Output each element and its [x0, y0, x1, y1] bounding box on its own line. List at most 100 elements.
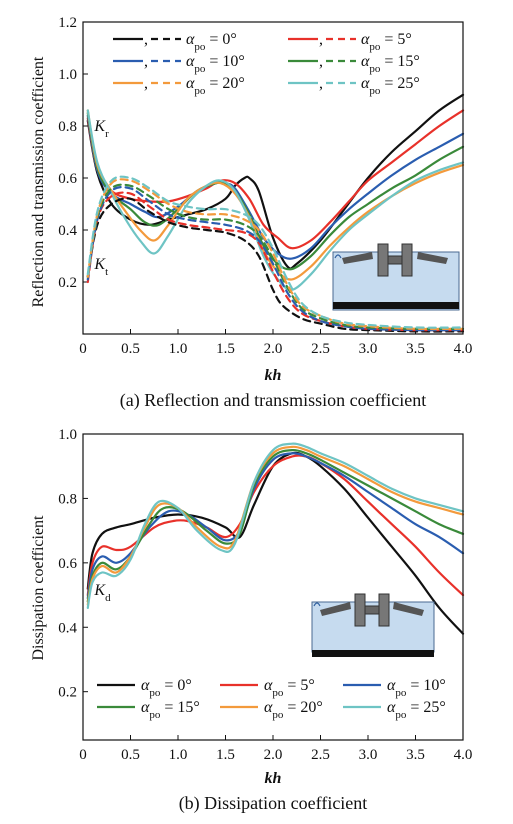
- ylabel-b: Dissipation coefficient: [30, 515, 47, 661]
- legend-entry: αpo = 25°: [361, 75, 420, 97]
- legend-entry: αpo = 15°: [361, 53, 420, 75]
- annotation-kr-subscript: r: [105, 128, 109, 140]
- legend-entry-subscript: po: [194, 63, 206, 75]
- legend-entry: αpo = 10°: [387, 677, 446, 699]
- legend-entry-subscript: po: [149, 687, 161, 699]
- annotation-kd-symbol: K: [93, 582, 106, 599]
- legend-entry-value: = 0°: [205, 31, 236, 48]
- x-tick-label: 1.0: [169, 747, 188, 763]
- legend-entry-subscript: po: [369, 85, 381, 97]
- legend-entry-symbol: α: [361, 75, 370, 92]
- legend-entry: αpo = 15°: [141, 699, 200, 721]
- legend-entry-subscript: po: [194, 41, 206, 53]
- y-tick-label: 0.6: [58, 171, 77, 187]
- annotation-kt-subscript: t: [105, 266, 108, 278]
- x-tick-label: 0: [79, 747, 87, 763]
- series-group-a: [86, 93, 465, 333]
- legend-entry-subscript: po: [369, 41, 381, 53]
- x-tick-label: 4.0: [454, 747, 473, 763]
- legend-entry: αpo = 5°: [361, 31, 412, 53]
- x-tick-label: 0.5: [121, 341, 140, 357]
- annotation-kd: Kd: [93, 582, 111, 604]
- legend-entry-subscript: po: [395, 687, 407, 699]
- annotation-kr: Kr: [93, 118, 109, 140]
- legend-separator: ,: [144, 31, 148, 48]
- caption-a: (a) Reflection and transmission coeffici…: [120, 390, 427, 411]
- legend-entry-subscript: po: [272, 709, 284, 721]
- legend-entry: αpo = 20°: [186, 75, 245, 97]
- x-tick-label: 1.0: [169, 341, 188, 357]
- plot-frame-a: [82, 21, 464, 335]
- x-tick-label: 4.0: [454, 341, 473, 357]
- legend-entry-value: = 20°: [283, 699, 322, 716]
- legend-separator: ,: [144, 53, 148, 70]
- x-tick-label: 2.5: [311, 747, 330, 763]
- legend-separator: ,: [319, 75, 323, 92]
- y-tick-label: 0.4: [58, 620, 77, 636]
- legend-entry: αpo = 0°: [141, 677, 192, 699]
- legend-entry-value: = 20°: [205, 75, 244, 92]
- legend-entry-symbol: α: [186, 53, 195, 70]
- y-tick-label: 1.2: [58, 15, 77, 31]
- y-tick-label: 0.2: [58, 685, 77, 701]
- x-tick-label: 1.5: [216, 747, 235, 763]
- panel-reflection-transmission: 0 0.5 1.0 1.5 2.0 2.5 3.0 3.5 4.0 0.2 0.4 0.6 0.8 1.0…: [30, 15, 472, 411]
- plot-frame-b: [82, 433, 464, 741]
- y-tick-label: 0.8: [58, 491, 77, 507]
- legend-entry-value: = 25°: [380, 75, 419, 92]
- legend-b: αpo = 0° αpo = 5° αpo = 10°αpo = 15° αpo = …: [97, 677, 446, 721]
- annotation-kr-symbol: K: [93, 118, 106, 135]
- legend-entry: αpo = 0°: [186, 31, 237, 53]
- annotation-kt: Kt: [93, 256, 108, 278]
- legend-entry-symbol: α: [264, 677, 273, 694]
- legend-entry-symbol: α: [387, 699, 396, 716]
- x-tick-label: 3.0: [359, 747, 378, 763]
- legend-entry-subscript: po: [194, 85, 206, 97]
- series-group-b: [86, 442, 465, 635]
- x-tick-label: 2.0: [264, 341, 283, 357]
- y-tick-label: 1.0: [58, 67, 77, 83]
- annotation-kd-subscript: d: [105, 592, 111, 604]
- caption-b: (b) Dissipation coefficient: [179, 793, 368, 814]
- legend-entry-symbol: α: [141, 699, 150, 716]
- ylabel-a: Reflection and transmission coefficient: [30, 56, 47, 307]
- structure-inset-icon: [332, 243, 460, 311]
- annotations-b: Kd: [93, 582, 111, 604]
- series-line-kd-5: [86, 442, 465, 609]
- series-line-kt-10: [86, 178, 465, 331]
- axis-ticks-b: 0 0.5 1.0 1.5 2.0 2.5 3.0 3.5 4.0 0.2 0.4 0.6 0.8 1.0: [58, 427, 472, 763]
- legend-entry-value: = 0°: [160, 677, 191, 694]
- y-tick-label: 0.8: [58, 119, 77, 135]
- legend-entry-value: = 5°: [283, 677, 314, 694]
- legend-entry-subscript: po: [149, 709, 161, 721]
- y-tick-label: 1.0: [58, 427, 77, 443]
- legend-separator: ,: [319, 31, 323, 48]
- legend-entry-value: = 25°: [406, 699, 445, 716]
- legend-a: , αpo = 0°, αpo = 5°, αpo = 10°, αpo = 15°, α…: [113, 31, 420, 97]
- xlabel-a: kh: [265, 367, 282, 384]
- legend-entry: αpo = 25°: [387, 699, 446, 721]
- legend-entry-symbol: α: [186, 31, 195, 48]
- legend-separator: ,: [319, 53, 323, 70]
- series-line-kr-2: [86, 114, 465, 260]
- legend-entry-value: = 10°: [406, 677, 445, 694]
- y-tick-label: 0.2: [58, 275, 77, 291]
- x-tick-label: 0: [79, 341, 87, 357]
- x-tick-label: 3.5: [406, 747, 425, 763]
- legend-entry: αpo = 10°: [186, 53, 245, 75]
- structure-inset-icon: [311, 593, 435, 657]
- legend-entry: αpo = 20°: [264, 699, 323, 721]
- series-line-kr-0: [86, 93, 465, 270]
- x-tick-label: 2.5: [311, 341, 330, 357]
- series-line-kr-5: [86, 109, 465, 291]
- x-tick-label: 2.0: [264, 747, 283, 763]
- y-tick-label: 0.4: [58, 223, 77, 239]
- legend-entry-value: = 10°: [205, 53, 244, 70]
- series-line-kt-7: [86, 191, 465, 332]
- series-line-kt-9: [86, 183, 465, 330]
- legend-entry-symbol: α: [141, 677, 150, 694]
- panel-dissipation: 0 0.5 1.0 1.5 2.0 2.5 3.0 3.5 4.0 0.2 0.4 0.6 0.8 1.0…: [30, 427, 472, 814]
- xlabel-b: kh: [265, 770, 282, 787]
